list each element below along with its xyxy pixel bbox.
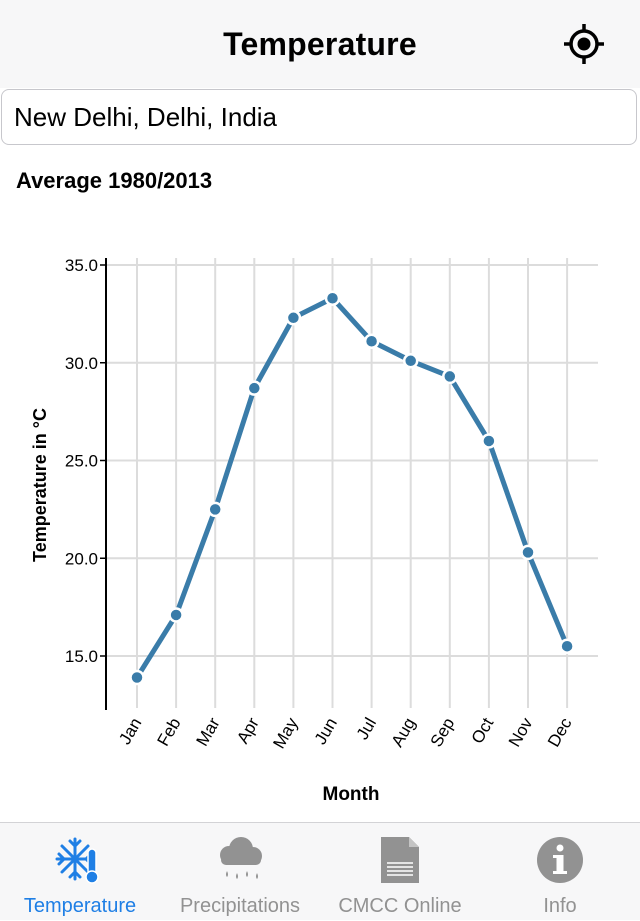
crosshair-icon [564,24,604,64]
x-tick-label: Feb [153,715,184,750]
x-tick-label: Jan [115,715,145,748]
rain-cloud-icon [213,835,267,885]
data-point [207,501,223,518]
snowflake-thermometer-icon [53,835,107,885]
data-point [520,544,536,561]
series-line [134,295,570,681]
y-axis-title: Temperature in °C [30,408,50,562]
x-tick-label: Sep [427,715,459,751]
y-tick-label: 30.0 [65,354,98,373]
data-point [168,607,184,623]
data-point [481,433,497,449]
x-tick-label: May [269,714,302,752]
data-point [402,353,419,369]
data-point [442,368,458,385]
tab-label-info: Info [543,895,577,917]
x-axis-title: Month [323,784,380,805]
tab-label-cmcc-online: CMCC Online [338,895,462,917]
y-tick-label: 35.0 [65,256,98,275]
chart-period-title: Average 1980/2013 [16,168,213,193]
tab-label-precipitations: Precipitations [179,895,301,917]
y-tick-label: 20.0 [65,549,98,568]
data-point [363,333,380,349]
tab-label-temperature: Temperature [23,895,137,917]
navigation-bar: Temperature [0,0,640,88]
data-point [324,290,341,306]
y-tick-label: 15.0 [65,647,98,666]
data-point [129,669,145,686]
x-tick-label: Oct [468,714,498,747]
x-tick-label: Nov [505,714,537,750]
data-point [285,310,302,326]
data-point [246,380,263,396]
x-tick-label: Jun [311,715,341,748]
y-tick-label: 25.0 [65,452,98,471]
locate-button[interactable] [560,22,608,66]
x-tick-label: Mar [193,714,224,749]
x-tick-label: Jul [353,715,380,743]
tab-info[interactable]: Info [480,823,640,921]
x-tick-label: Apr [233,714,263,747]
location-input[interactable] [1,89,637,145]
page-title: Temperature [223,26,417,62]
tab-temperature[interactable]: Temperature [0,823,160,921]
x-tick-label: Aug [388,715,420,751]
info-icon [533,835,587,885]
tab-cmcc-online[interactable]: CMCC Online [320,823,480,921]
tab-precipitations[interactable]: Precipitations [160,823,320,921]
x-tick-label: Dec [544,714,576,750]
tab-bar: Temperature Precipitations [0,822,640,920]
document-icon [373,835,427,885]
temperature-line-chart: 15.0 20.0 25.0 30.0 35.0 Jan Feb Mar Apr May Jun Ju… [30,256,598,805]
data-point [559,638,575,654]
